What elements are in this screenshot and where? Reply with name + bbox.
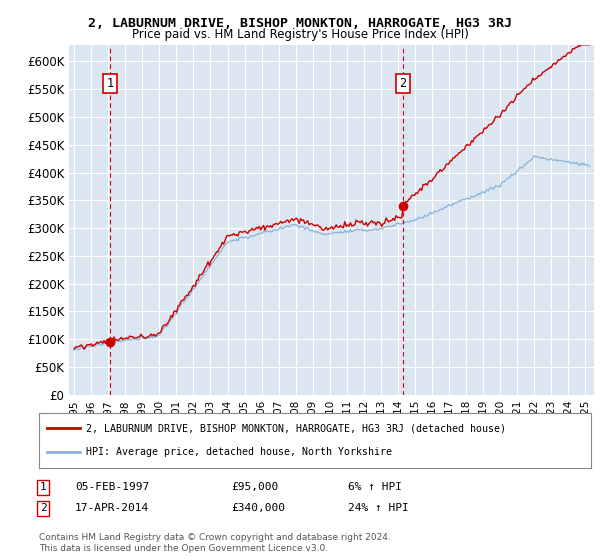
Text: 2: 2	[40, 503, 47, 514]
Text: Price paid vs. HM Land Registry's House Price Index (HPI): Price paid vs. HM Land Registry's House …	[131, 28, 469, 41]
Text: £95,000: £95,000	[231, 482, 278, 492]
Text: 1: 1	[40, 482, 47, 492]
Text: 05-FEB-1997: 05-FEB-1997	[75, 482, 149, 492]
Text: 2: 2	[400, 77, 406, 90]
Text: 24% ↑ HPI: 24% ↑ HPI	[348, 503, 409, 514]
Text: HPI: Average price, detached house, North Yorkshire: HPI: Average price, detached house, Nort…	[86, 447, 392, 457]
Text: £340,000: £340,000	[231, 503, 285, 514]
Text: Contains HM Land Registry data © Crown copyright and database right 2024.
This d: Contains HM Land Registry data © Crown c…	[39, 533, 391, 553]
Text: 6% ↑ HPI: 6% ↑ HPI	[348, 482, 402, 492]
Text: 1: 1	[106, 77, 113, 90]
Text: 2, LABURNUM DRIVE, BISHOP MONKTON, HARROGATE, HG3 3RJ (detached house): 2, LABURNUM DRIVE, BISHOP MONKTON, HARRO…	[86, 423, 506, 433]
Text: 17-APR-2014: 17-APR-2014	[75, 503, 149, 514]
Text: 2, LABURNUM DRIVE, BISHOP MONKTON, HARROGATE, HG3 3RJ: 2, LABURNUM DRIVE, BISHOP MONKTON, HARRO…	[88, 17, 512, 30]
